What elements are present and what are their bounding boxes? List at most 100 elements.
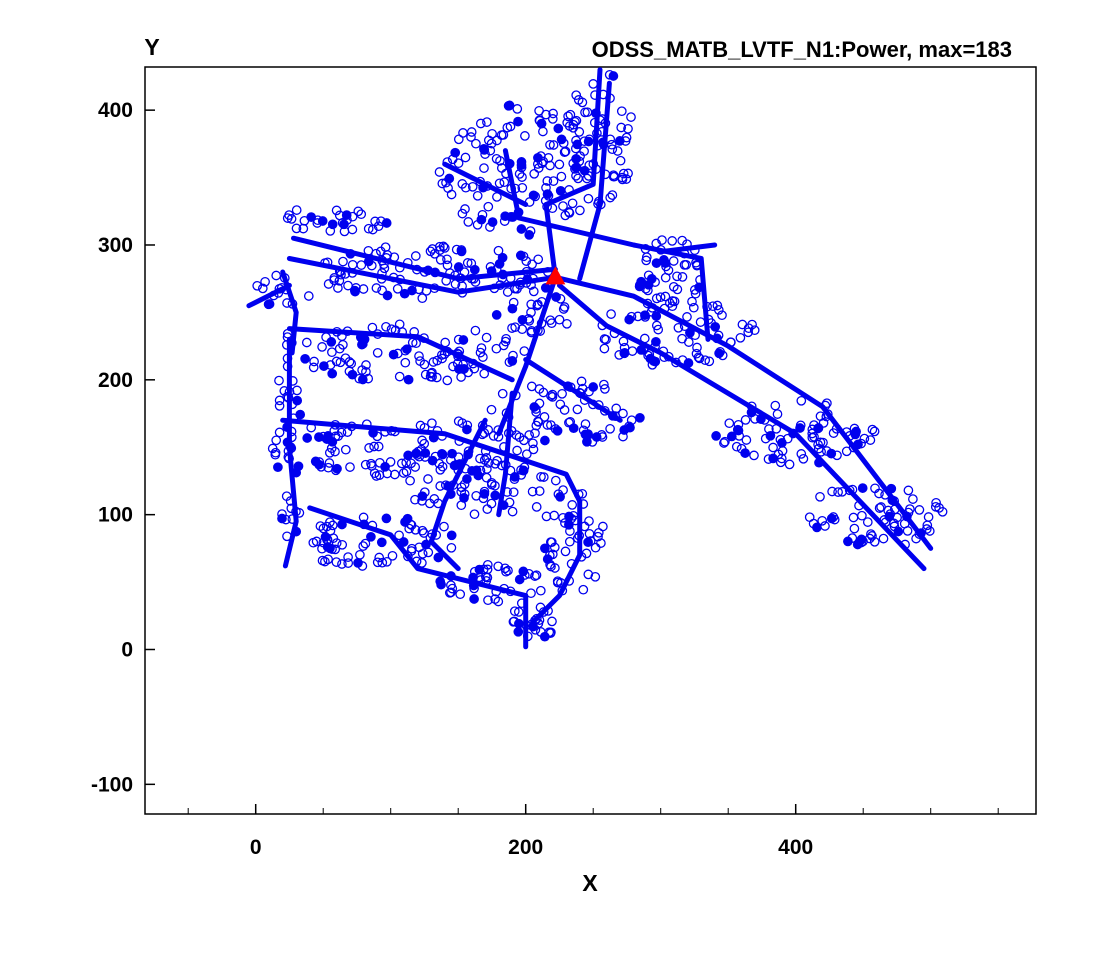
bus-node (535, 585, 546, 596)
bus-node (584, 134, 595, 145)
bus-node (534, 398, 545, 409)
bus-node (713, 330, 724, 341)
bus-node (658, 346, 669, 357)
bus-node (599, 405, 610, 416)
bus-node (914, 505, 925, 515)
bus-node (429, 283, 440, 294)
bus-node (531, 570, 542, 581)
bus-node (403, 450, 413, 461)
feeder-line (523, 357, 623, 423)
bus-node (916, 528, 926, 538)
bus-node (577, 488, 588, 499)
bus-node (363, 245, 374, 256)
bus-node (826, 448, 837, 459)
bus-node (640, 244, 651, 254)
bus-node (340, 444, 351, 455)
bus-node (476, 343, 487, 353)
bus-node (704, 356, 715, 367)
bus-node (519, 435, 529, 446)
bus-node (528, 286, 539, 297)
bus-node (734, 431, 745, 441)
bus-node (517, 314, 528, 325)
bus-node (500, 459, 511, 470)
bus-node (412, 264, 422, 275)
bus-node (414, 351, 424, 361)
bus-node (650, 356, 661, 367)
bus-node (431, 372, 442, 383)
bus-node (566, 558, 577, 569)
bus-node (639, 333, 650, 344)
bus-node (593, 199, 603, 209)
bus-node (633, 311, 643, 322)
bus-node (489, 283, 500, 294)
bus-node (345, 462, 355, 472)
bus-node (508, 487, 519, 498)
bus-node (514, 574, 525, 585)
bus-node (672, 284, 683, 295)
bus-node (329, 275, 339, 285)
bus-node (530, 428, 540, 439)
bus-node (282, 328, 293, 339)
bus-node (324, 447, 335, 458)
bus-node (483, 595, 493, 606)
bus-node (505, 273, 516, 284)
bus-node (481, 576, 492, 586)
bus-node (821, 411, 832, 422)
bus-node (584, 386, 594, 397)
bus-node (605, 192, 616, 203)
bus-node (466, 258, 477, 269)
bus-node (505, 465, 516, 476)
bus-node (492, 192, 502, 202)
x-tick-label: 200 (508, 836, 543, 859)
bus-node (529, 168, 540, 179)
bus-node (903, 507, 914, 518)
bus-node (599, 379, 609, 390)
bus-node (574, 127, 585, 137)
bus-node (552, 425, 563, 436)
bus-node (507, 506, 518, 517)
bus-node (471, 138, 481, 149)
bus-node (579, 146, 589, 157)
bus-node (574, 530, 585, 541)
bus-node (496, 130, 507, 140)
bus-node (325, 226, 336, 236)
bus-node (807, 428, 818, 439)
bus-node (282, 353, 293, 364)
bus-node (504, 158, 515, 169)
bus-node (530, 624, 541, 635)
bus-node (530, 571, 540, 581)
bus-node (358, 541, 369, 551)
bus-node (908, 494, 918, 504)
bus-node (509, 474, 520, 485)
bus-node (749, 450, 759, 461)
bus-node (692, 259, 702, 270)
bus-node (433, 552, 444, 563)
bus-node (462, 474, 472, 484)
bus-node (463, 449, 473, 460)
bus-node (309, 356, 319, 367)
bus-node (502, 287, 513, 297)
bus-node (501, 333, 511, 344)
bus-node (288, 413, 299, 424)
bus-node (568, 423, 579, 434)
bus-node (302, 433, 313, 443)
bus-node (524, 197, 535, 207)
bus-node (341, 210, 352, 220)
bus-node (462, 258, 473, 268)
bus-node (554, 159, 565, 170)
bus-node (726, 337, 736, 348)
bus-node (531, 502, 542, 512)
bus-node (411, 556, 422, 567)
bus-node (634, 280, 645, 291)
bus-node (427, 529, 438, 539)
bus-node (282, 422, 292, 432)
bus-node (733, 419, 744, 430)
bus-node (306, 422, 317, 433)
bus-node (796, 395, 807, 406)
bus-node (892, 512, 902, 523)
bus-node (526, 381, 537, 392)
bus-node (466, 132, 476, 142)
bus-node (487, 217, 498, 227)
bus-node (431, 530, 442, 540)
bus-node (479, 368, 490, 379)
